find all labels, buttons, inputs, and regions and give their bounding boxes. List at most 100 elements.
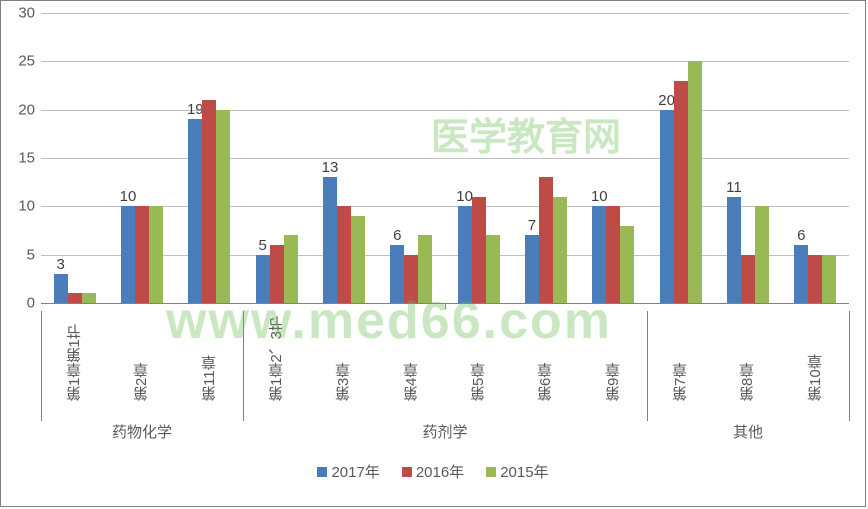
bar-group: 5: [243, 13, 310, 303]
section-label: 药物化学: [41, 411, 243, 451]
bar-fill: [539, 177, 553, 303]
bar-fill: [688, 61, 702, 303]
bar-fill: [794, 245, 808, 303]
bar: 10: [458, 13, 472, 303]
bar-groups: 3 10 19 5 13 6 10 7 10 2011 6: [41, 13, 849, 303]
x-axis-label-cell: 第11章: [176, 311, 243, 401]
bar-value-label: 10: [456, 189, 473, 206]
bar-fill: [472, 197, 486, 303]
legend-swatch: [317, 467, 327, 477]
bar-fill: [606, 206, 620, 303]
bar: [216, 13, 230, 303]
x-axis-label: 第1章第1节: [67, 311, 82, 401]
bar-value-label: 7: [528, 218, 536, 235]
legend: 2017年 2016年 2015年: [1, 461, 865, 482]
bar-fill: [351, 216, 365, 303]
x-axis-label: 第10章: [808, 311, 823, 401]
bar: 7: [525, 13, 539, 303]
bar: 10: [121, 13, 135, 303]
legend-label: 2015年: [500, 461, 548, 482]
plot-area: 3101951361071020116 051015202530: [41, 13, 849, 303]
bar: 20: [660, 13, 674, 303]
x-axis-label-cell: 第6章: [512, 311, 579, 401]
bar-fill: [620, 226, 634, 303]
bar-fill: [149, 206, 163, 303]
bar: [149, 13, 163, 303]
bar-fill: [822, 255, 836, 303]
x-axis-label: 第8章: [740, 311, 755, 401]
x-axis-label-cell: 第3章: [310, 311, 377, 401]
y-axis-label: 30: [18, 5, 41, 22]
bar: 19: [188, 13, 202, 303]
bar-value-label: 10: [591, 189, 608, 206]
bar: [606, 13, 620, 303]
section-label: 药剂学: [243, 411, 647, 451]
bar-fill: [82, 293, 96, 303]
bar-fill: [256, 255, 270, 303]
x-axis-label-cell: 第10章: [782, 311, 849, 401]
bar-fill: [808, 255, 822, 303]
bar: [553, 13, 567, 303]
bar-value-label: 13: [322, 160, 339, 177]
x-axis-label: 第4章: [404, 311, 419, 401]
bar-value-label: 6: [797, 228, 805, 245]
bar-fill: [741, 255, 755, 303]
bar-group: 10: [580, 13, 647, 303]
bar-group: 6: [782, 13, 849, 303]
section-labels: 药物化学药剂学其他: [41, 411, 849, 451]
bar-value-label: 3: [56, 257, 64, 274]
bar: 5: [256, 13, 270, 303]
x-axis-label: 第11章: [202, 311, 217, 401]
x-axis-label: 第6章: [538, 311, 553, 401]
x-axis-label-cell: 第5章: [445, 311, 512, 401]
bar-fill: [660, 110, 674, 303]
bar: [539, 13, 553, 303]
legend-label: 2017年: [331, 461, 379, 482]
bar-group: 3: [41, 13, 108, 303]
bar-fill: [135, 206, 149, 303]
x-axis-label: 第1章2、3节: [269, 311, 284, 401]
bar-fill: [404, 255, 418, 303]
bar-value-label: 10: [120, 189, 137, 206]
x-axis-label: 第3章: [336, 311, 351, 401]
bar-group: 10: [445, 13, 512, 303]
bar: [674, 13, 688, 303]
bar: [486, 13, 500, 303]
bar-fill: [418, 235, 432, 303]
y-axis-label: 10: [18, 198, 41, 215]
bar-fill: [323, 177, 337, 303]
bar-group: 10: [108, 13, 175, 303]
bar-fill: [121, 206, 135, 303]
bar: [270, 13, 284, 303]
x-axis-label: 第7章: [673, 311, 688, 401]
y-axis-label: 0: [27, 295, 41, 312]
legend-item: 2017年: [317, 461, 379, 482]
x-axis-labels: 第1章第1节第2章第11章第1章2、3节第3章第4章第5章第6章第9章第7章第8…: [41, 311, 849, 401]
section-label: 其他: [647, 411, 849, 451]
bar-value-label: 5: [258, 238, 266, 255]
bar-fill: [68, 293, 82, 303]
bar-fill: [54, 274, 68, 303]
bar-fill: [755, 206, 769, 303]
bar-value-label: 6: [393, 228, 401, 245]
legend-item: 2015年: [486, 461, 548, 482]
x-axis-label-cell: 第1章2、3节: [243, 311, 310, 401]
bar-group: 13: [310, 13, 377, 303]
bar-group: 19: [176, 13, 243, 303]
bar-fill: [270, 245, 284, 303]
bar-fill: [284, 235, 298, 303]
bar: [404, 13, 418, 303]
bar: [755, 13, 769, 303]
y-axis-label: 5: [27, 246, 41, 263]
x-axis-label-cell: 第1章第1节: [41, 311, 108, 401]
y-axis-label: 15: [18, 150, 41, 167]
legend-label: 2016年: [416, 461, 464, 482]
bar: [822, 13, 836, 303]
y-axis-label: 20: [18, 101, 41, 118]
bar: 11: [727, 13, 741, 303]
x-axis-label: 第2章: [134, 311, 149, 401]
bar-fill: [458, 206, 472, 303]
x-axis-label-cell: 第8章: [714, 311, 781, 401]
bar-value-label: 19: [187, 102, 204, 119]
bar-fill: [390, 245, 404, 303]
